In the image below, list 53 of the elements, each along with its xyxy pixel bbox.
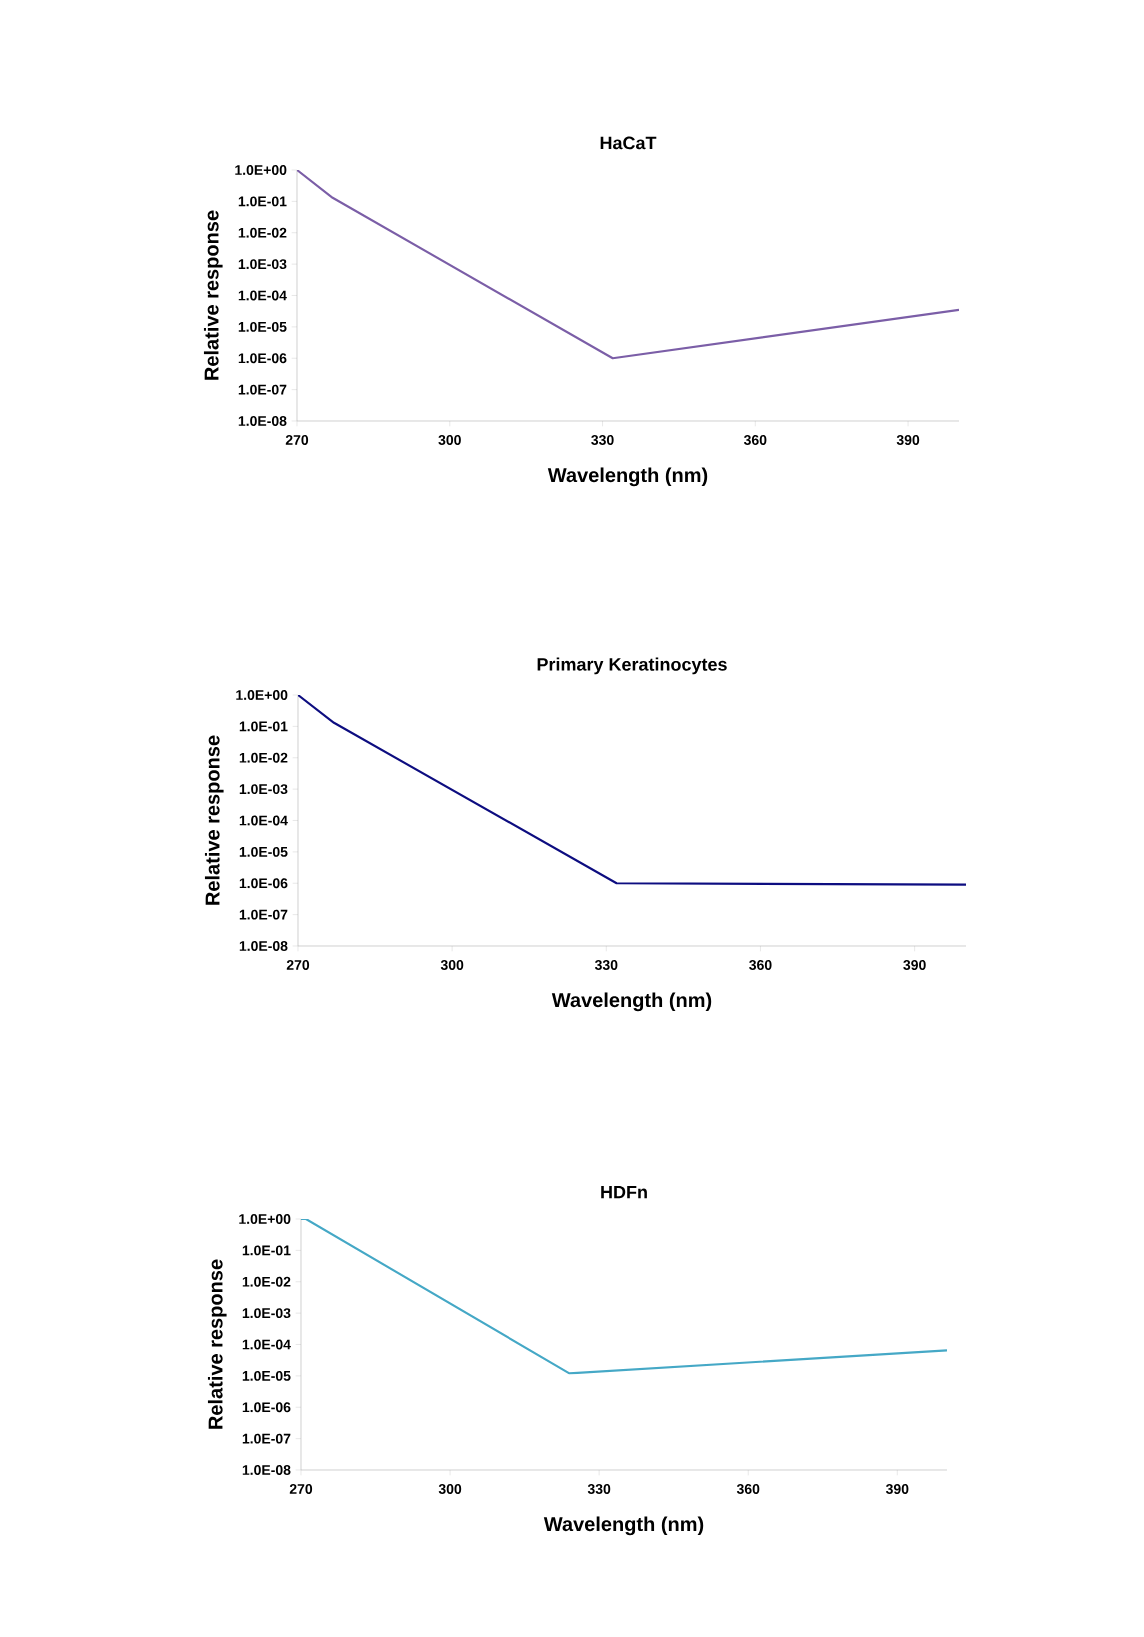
y-tick-label: 1.0E-06 [238, 353, 287, 364]
y-tick-label: 1.0E+00 [236, 690, 288, 700]
chart-title: HDFn [601, 1185, 647, 1199]
x-tick-label: 270 [286, 960, 310, 970]
y-tick-label: 1.0E-08 [238, 416, 287, 426]
x-axis-title: Wavelength (nm) [547, 467, 708, 487]
y-tick-label: 1.0E-01 [242, 1245, 291, 1256]
x-tick-label: 390 [903, 960, 926, 970]
y-tick-label: 1.0E-07 [242, 1433, 291, 1444]
line-series [298, 695, 966, 886]
y-tick-label: 1.0E-01 [239, 721, 288, 732]
y-tick-label: 1.0E-04 [242, 1339, 291, 1350]
x-tick-label: 330 [587, 1484, 611, 1494]
y-tick-label: 1.0E-05 [242, 1370, 291, 1381]
y-tick-label: 1.0E-02 [238, 227, 287, 238]
x-tick-label: 300 [438, 1484, 462, 1494]
y-tick-label: 1.0E-08 [239, 941, 288, 951]
y-tick-label: 1.0E-05 [239, 846, 288, 857]
x-tick-label: 270 [285, 435, 309, 445]
y-tick-label: 1.0E-06 [242, 1402, 291, 1413]
y-tick-label: 1.0E-04 [238, 290, 287, 301]
y-axis-title: Relative response [203, 210, 223, 380]
x-tick-label: 270 [289, 1484, 313, 1494]
x-tick-label: 360 [749, 960, 772, 970]
y-tick-label: 1.0E-03 [242, 1308, 291, 1319]
y-tick-label: 1.0E-06 [239, 878, 288, 889]
y-axis-title: Relative response [207, 1259, 227, 1429]
x-axis-title: Wavelength (nm) [551, 992, 712, 1012]
y-tick-label: 1.0E-03 [238, 259, 287, 270]
chart-title: HaCaT [600, 136, 657, 150]
y-tick-label: 1.0E+00 [235, 165, 287, 175]
x-tick-label: 390 [885, 1484, 909, 1494]
y-tick-label: 1.0E-07 [239, 909, 288, 920]
y-tick-label: 1.0E-05 [238, 321, 287, 332]
y-axis-title: Relative response [204, 735, 224, 905]
x-tick-label: 360 [743, 435, 767, 445]
y-tick-label: 1.0E+00 [239, 1214, 291, 1224]
y-tick-label: 1.0E-03 [239, 784, 288, 795]
y-tick-label: 1.0E-07 [238, 384, 287, 395]
y-tick-label: 1.0E-01 [238, 196, 287, 207]
x-tick-label: 330 [591, 435, 614, 445]
x-tick-label: 300 [440, 960, 464, 970]
y-tick-label: 1.0E-02 [239, 752, 288, 763]
x-tick-label: 390 [896, 435, 920, 445]
y-tick-label: 1.0E-02 [242, 1276, 291, 1287]
x-tick-label: 300 [438, 435, 461, 445]
y-tick-label: 1.0E-08 [242, 1465, 291, 1475]
x-tick-label: 360 [736, 1484, 760, 1494]
y-tick-label: 1.0E-04 [239, 815, 288, 826]
chart-title: Primary Keratinocytes [537, 657, 727, 675]
line-series [297, 170, 959, 360]
x-axis-title: Wavelength (nm) [543, 1516, 704, 1536]
x-tick-label: 330 [594, 960, 618, 970]
